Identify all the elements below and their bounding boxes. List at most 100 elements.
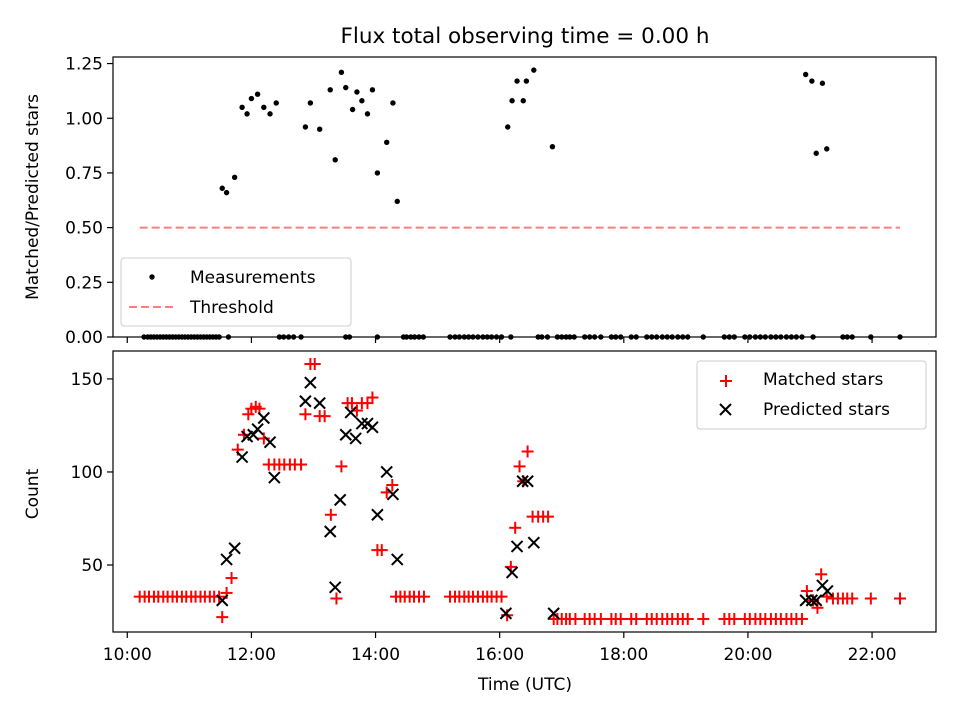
predicted-star-point	[391, 553, 404, 566]
measurement-point	[354, 89, 360, 95]
measurement-point	[549, 143, 556, 150]
predicted-star-point	[805, 594, 819, 607]
predicted-star-point	[333, 493, 347, 507]
count-x-tick-label: 20:00	[723, 645, 772, 665]
matched-star-point	[299, 408, 312, 421]
x-axis-label: Time (UTC)	[477, 675, 572, 695]
predicted-star-point	[339, 428, 352, 441]
matched-star-point	[811, 601, 824, 614]
measurement-point	[802, 71, 809, 78]
matched-star-point	[324, 508, 337, 521]
measurement-point	[369, 87, 376, 93]
matched-star-point	[864, 592, 877, 605]
predicted-star-point	[371, 508, 384, 521]
matched-star-point	[330, 592, 343, 605]
predicted-star-point	[547, 607, 560, 620]
matched-star-point	[815, 568, 828, 581]
predicted-star-point	[228, 542, 241, 555]
matched-star-point	[509, 521, 522, 534]
measurement-point	[343, 84, 349, 91]
measurement-point	[332, 157, 338, 163]
count-panel: 50 100 150 10:00 12:00 14:00 16:00 18:00 20:00 2…	[23, 350, 937, 695]
legend-matched-marker	[720, 375, 732, 387]
legend-measurements-marker	[149, 274, 155, 280]
measurement-point	[223, 189, 230, 196]
predicted-star-point	[257, 411, 271, 425]
matched-star-point	[295, 458, 308, 471]
predicted-star-point	[304, 376, 317, 389]
predicted-star-point	[355, 417, 369, 430]
ratio-y-tick-label: 1.00	[65, 109, 103, 129]
count-x-tick-label: 14:00	[351, 645, 400, 665]
predicted-star-point	[344, 406, 357, 419]
measurement-point	[231, 174, 238, 181]
matched-star-point	[386, 478, 399, 491]
legend-predicted-label: Predicted stars	[763, 400, 890, 420]
predicted-star-point	[821, 584, 834, 598]
matched-star-point	[375, 544, 388, 557]
ratio-legend: Measurements Threshold	[120, 257, 352, 327]
measurement-point	[248, 95, 255, 102]
predicted-star-point	[328, 581, 342, 594]
count-x-tick-label: 16:00	[475, 645, 524, 665]
count-x-tick-label: 18:00	[599, 645, 648, 665]
ratio-y-tick-label: 0.75	[65, 164, 103, 184]
predicted-star-point	[268, 471, 281, 484]
legend-predicted-marker	[719, 403, 732, 416]
count-x-tick-label: 10:00	[103, 645, 152, 665]
measurement-point	[327, 87, 333, 93]
count-legend: Matched stars Predicted stars	[696, 360, 927, 430]
predicted-star-point	[263, 435, 277, 449]
chart-title: Flux total observing time = 0.00 h	[341, 24, 710, 49]
matched-star-point	[697, 612, 710, 625]
ratio-y-axis-label: Matched/Predicted stars	[23, 94, 43, 300]
count-y-tick-label: 50	[81, 556, 103, 576]
matched-star-point	[846, 592, 859, 605]
measurement-point	[514, 78, 520, 84]
measurement-point	[809, 78, 815, 84]
measurement-point	[267, 111, 273, 117]
ratio-y-tick-label: 0.25	[65, 273, 103, 293]
predicted-star-point	[313, 396, 326, 410]
ratio-y-tick-label: 1.25	[65, 55, 103, 75]
ratio-axes-frame	[112, 56, 937, 338]
predicted-star-point	[380, 465, 393, 479]
measurement-point	[338, 69, 345, 76]
legend-threshold-label: Threshold	[189, 298, 274, 318]
predicted-star-point	[299, 395, 312, 408]
measurement-point	[254, 91, 261, 97]
matched-star-point	[495, 590, 508, 603]
predicted-star-point	[516, 475, 529, 488]
predicted-star-point	[521, 475, 534, 488]
measurement-point	[505, 124, 511, 130]
measurement-point	[359, 98, 365, 104]
predicted-star-point	[216, 594, 229, 607]
measurement-point	[244, 111, 250, 117]
predicted-star-point	[220, 553, 233, 566]
count-y-axis-label: Count	[23, 468, 43, 519]
measurement-point	[316, 126, 323, 132]
matched-star-point	[225, 572, 238, 585]
measurement-point	[239, 104, 245, 111]
measurement-point	[302, 124, 309, 130]
measurement-point	[824, 146, 830, 152]
count-axes-frame	[112, 350, 937, 633]
measurement-point	[273, 100, 279, 106]
legend-measurements-label: Measurements	[190, 268, 316, 288]
predicted-star-point	[527, 536, 541, 549]
measurement-point	[219, 185, 225, 191]
count-y-tick-label: 150	[71, 370, 103, 390]
matched-star-point	[335, 460, 348, 473]
predicted-star-point	[366, 421, 379, 434]
matched-star-point	[728, 612, 741, 625]
measurement-point	[531, 67, 537, 73]
predicted-star-point	[510, 540, 524, 553]
matched-star-point	[614, 612, 627, 625]
legend-matched-label: Matched stars	[763, 370, 883, 390]
matched-star-point	[681, 612, 694, 625]
matched-star-point	[795, 612, 808, 625]
measurement-point	[384, 139, 390, 146]
predicted-star-point	[499, 607, 513, 620]
ratio-y-tick-label: 0.50	[65, 219, 103, 239]
